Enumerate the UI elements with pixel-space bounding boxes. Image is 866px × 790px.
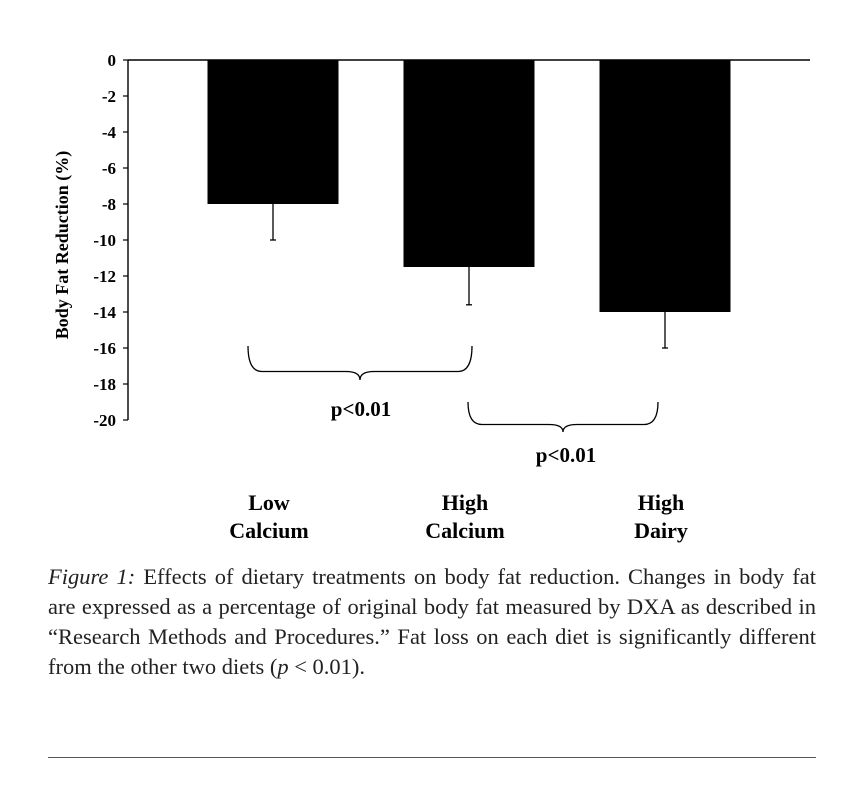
significance-label: p<0.01: [331, 397, 391, 421]
category-label: High: [638, 490, 684, 515]
category-label: Calcium: [425, 518, 504, 543]
y-tick-label: -16: [93, 339, 116, 358]
bar: [207, 60, 339, 204]
significance-brace: [467, 401, 659, 433]
significance-brace: [247, 345, 473, 381]
y-tick-label: -8: [102, 195, 116, 214]
y-tick-label: 0: [108, 51, 117, 70]
category-label: Low: [248, 490, 290, 515]
y-tick-label: -6: [102, 159, 116, 178]
bar: [599, 60, 731, 312]
y-tick-label: -2: [102, 87, 116, 106]
bottom-divider: [48, 757, 816, 758]
y-tick-label: -18: [93, 375, 116, 394]
bar-chart: 0 -2 -4 -6 -8 -10 -12 -14 -16 -18 -20 Body Fat Redu…: [52, 51, 810, 543]
caption-p-value: < 0.01).: [288, 654, 366, 679]
category-label: Dairy: [634, 518, 688, 543]
y-tick-label: -14: [93, 303, 116, 322]
category-label: Calcium: [229, 518, 308, 543]
y-tick-label: -10: [93, 231, 116, 250]
significance-label: p<0.01: [536, 443, 596, 467]
bar: [403, 60, 535, 267]
y-tick-label: -12: [93, 267, 116, 286]
y-axis-title: Body Fat Reduction (%): [52, 151, 73, 340]
caption-body: Effects of dietary treatments on body fa…: [48, 564, 816, 679]
category-label: High: [442, 490, 488, 515]
figure-caption: Figure 1: Effects of dietary treatments …: [48, 562, 816, 682]
y-tick-label: -20: [93, 411, 116, 430]
caption-p-variable: p: [277, 654, 289, 679]
y-tick-label: -4: [102, 123, 117, 142]
caption-prefix: Figure 1:: [48, 564, 136, 589]
